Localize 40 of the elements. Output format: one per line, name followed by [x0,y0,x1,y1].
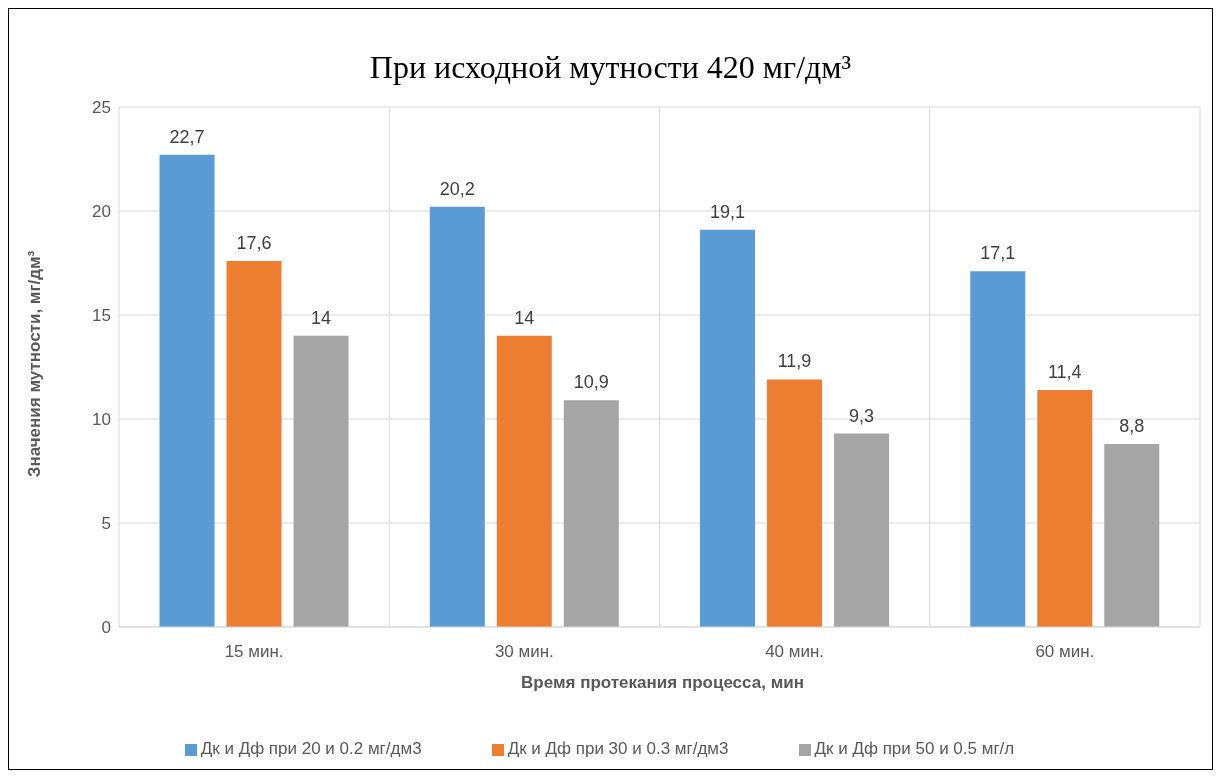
y-tick-label: 5 [101,514,111,534]
data-label: 10,9 [573,372,609,393]
bar [1104,443,1160,627]
data-label: 11,4 [1047,361,1082,382]
legend-label: Дк и Дф при 20 и 0.2 мг/дм3 [200,739,422,758]
y-tick-label: 0 [101,618,111,638]
data-label: 14 [514,307,535,328]
bar [293,335,349,627]
data-label: 14 [311,307,332,328]
data-label: 9,3 [849,405,875,426]
bar [496,335,552,627]
y-tick-label: 20 [92,202,111,222]
bar [970,271,1026,627]
data-label: 11,9 [777,351,812,372]
data-label: 20,2 [439,178,475,199]
bar [1037,389,1093,627]
bar [159,154,215,627]
chart-title: При исходной мутности 420 мг/дм³ [368,49,853,86]
data-label: 19,1 [710,201,746,222]
data-label: 17,1 [980,243,1016,264]
legend-label: Дк и Дф при 50 и 0.5 мг/л [814,739,1015,758]
bar [563,400,619,627]
bar [767,379,823,627]
x-tick-label: 30 мин. [494,642,554,662]
y-tick-label: 15 [92,306,111,326]
bar [700,229,756,627]
y-axis-title: Значения мутности, мг/дм³ [25,250,45,478]
x-tick-label: 60 мин. [1035,642,1095,662]
data-label: 17,6 [236,232,272,253]
legend-label: Дк и Дф при 30 и 0.3 мг/дм3 [507,739,729,758]
x-axis-title: Время протекания процесса, мин [520,673,805,693]
bar [834,433,890,627]
y-tick-label: 25 [92,98,111,118]
data-label: 22,7 [169,126,205,147]
y-tick-label: 10 [92,410,111,430]
x-tick-label: 40 мин. [765,642,825,662]
data-label: 8,8 [1119,415,1145,436]
x-tick-label: 15 мин. [224,642,284,662]
bar [226,260,282,627]
bar [429,206,485,627]
